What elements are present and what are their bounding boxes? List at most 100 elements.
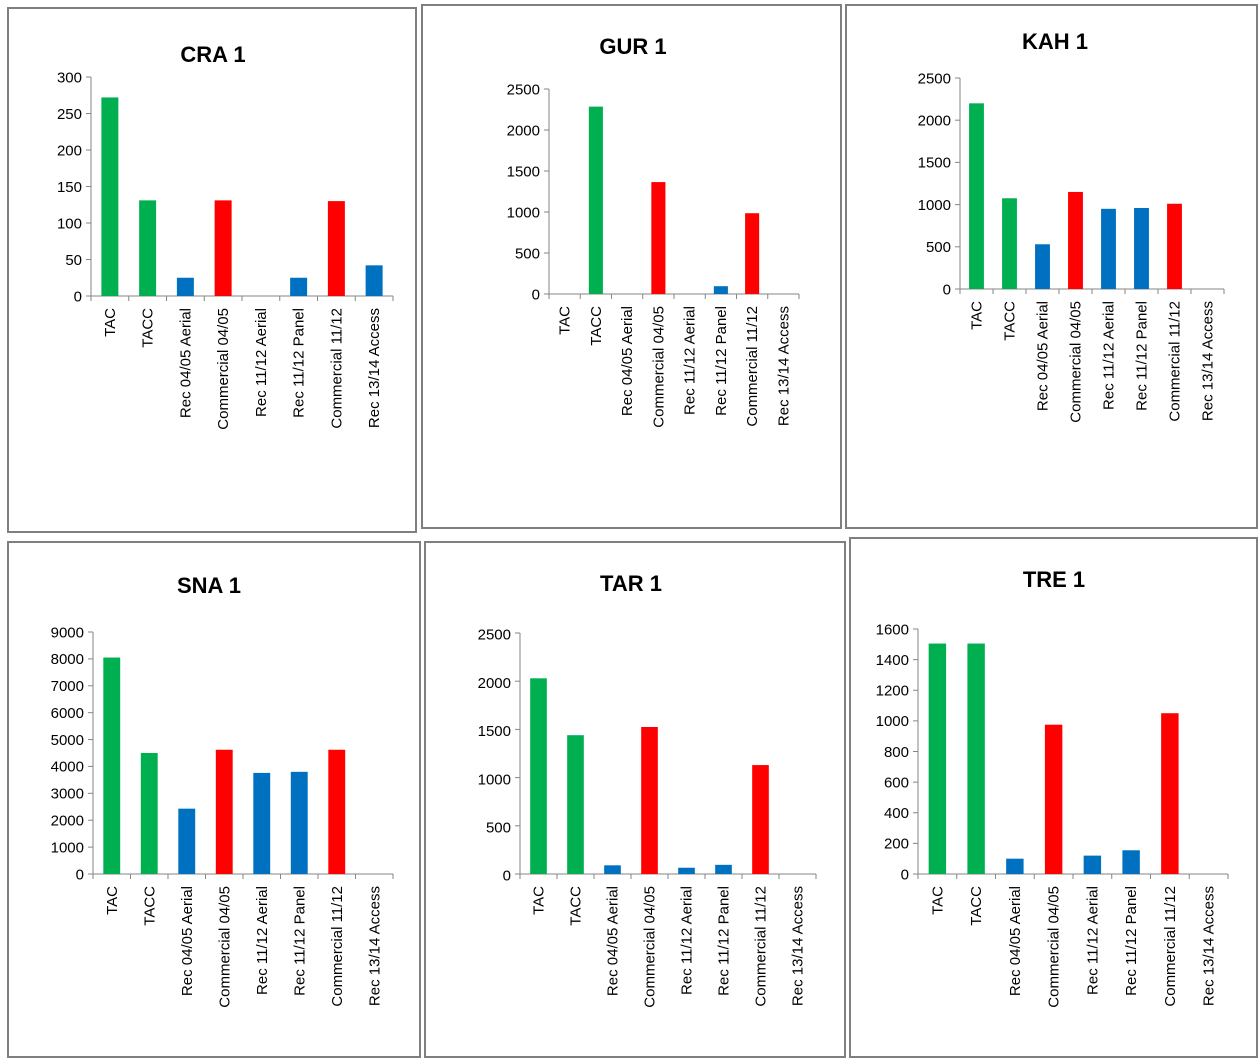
y-tick-label: 9000 <box>51 624 84 641</box>
y-tick-label: 50 <box>65 252 82 269</box>
x-category-label: TAC <box>557 306 574 335</box>
x-category-label: Commercial 11/12 <box>1167 301 1184 422</box>
x-category-label: Rec 11/12 Panel <box>291 886 308 996</box>
x-category-label: TAC <box>969 301 986 330</box>
bar-tac <box>103 657 121 874</box>
bar-tac <box>530 678 547 874</box>
x-category-label: Commercial 04/05 <box>642 886 659 1008</box>
x-category-label: Rec 11/12 Aerial <box>679 886 696 995</box>
x-category-label: Rec 13/14 Access <box>775 306 792 426</box>
y-tick-label: 5000 <box>51 732 84 749</box>
y-tick-label: 1000 <box>507 204 540 221</box>
x-category-label: Rec 11/12 Panel <box>1123 886 1140 996</box>
x-category-label: Rec 11/12 Panel <box>1134 301 1151 411</box>
chart-svg: SNA 1 0 1000 2000 3000 4000 5000 6000 7000 8000 90… <box>51 573 394 1008</box>
bar-commercial-04-05 <box>214 200 232 296</box>
x-category-label: Rec 13/14 Access <box>790 886 807 1006</box>
x-category-label: Commercial 04/05 <box>650 306 667 428</box>
y-tick-label: 4000 <box>51 759 84 776</box>
bar-tacc <box>139 200 157 296</box>
bar-commercial-11-12 <box>1161 713 1179 874</box>
y-tick-label: 1200 <box>876 683 909 700</box>
y-tick-label: 800 <box>884 744 909 761</box>
x-category-label: Rec 11/12 Panel <box>716 886 733 996</box>
y-tick-label: 2500 <box>918 70 951 87</box>
bar-commercial-04-05 <box>651 182 666 294</box>
x-category-label: Rec 13/14 Access <box>1200 301 1217 421</box>
bar-rec-13-14-access <box>365 265 383 296</box>
chart-svg: TAR 1 0 500 1000 1500 2000 2500 TAC TACC Rec 04/0… <box>478 571 817 1008</box>
x-category-label: TACC <box>588 306 605 346</box>
x-category-label: Rec 11/12 Aerial <box>1101 301 1118 410</box>
x-category-label: Rec 04/05 Aerial <box>1035 301 1052 411</box>
chart-title: TAR 1 <box>600 571 662 596</box>
y-tick-label: 6000 <box>51 705 84 722</box>
y-tick-label: 0 <box>503 868 511 885</box>
bar-rec-11-12-panel <box>715 864 732 874</box>
bar-commercial-11-12 <box>328 749 346 874</box>
y-tick-label: 150 <box>57 179 82 196</box>
x-category-label: Commercial 04/05 <box>216 886 233 1008</box>
x-category-label: Rec 13/14 Access <box>366 308 383 428</box>
bar-commercial-11-12 <box>327 201 345 296</box>
bar-rec-04-05-aerial <box>176 277 194 296</box>
y-tick-label: 250 <box>57 106 82 123</box>
x-category-label: Rec 11/12 Aerial <box>254 886 271 995</box>
y-tick-label: 0 <box>532 286 540 303</box>
chart-svg: TRE 1 0 200 400 600 800 1000 1200 1400 1600 TAC TAC… <box>876 567 1229 1008</box>
x-category-label: Commercial 11/12 <box>328 308 345 429</box>
x-category-label: Rec 13/14 Access <box>366 886 383 1006</box>
x-category-label: TACC <box>568 886 585 926</box>
x-category-label: TACC <box>141 886 158 926</box>
x-category-label: Commercial 04/05 <box>1046 886 1063 1008</box>
y-tick-label: 500 <box>486 819 511 836</box>
y-tick-label: 2500 <box>478 627 511 644</box>
bar-rec-11-12-panel <box>1134 207 1149 289</box>
chart-panel-gur1: GUR 1 0 500 1000 1500 2000 2500 TAC TACC Rec 04/0… <box>421 4 842 529</box>
x-category-label: Rec 11/12 Panel <box>291 308 308 418</box>
chart-svg: CRA 1 0 50 100 150 200 250 300 TAC TACC Rec 04/05 … <box>57 42 394 430</box>
x-category-label: Commercial 11/12 <box>753 886 770 1007</box>
bar-rec-11-12-aerial <box>1101 208 1116 289</box>
x-category-label: Commercial 11/12 <box>329 886 346 1007</box>
x-category-label: Rec 04/05 Aerial <box>179 886 196 996</box>
x-category-label: Rec 11/12 Aerial <box>253 308 270 417</box>
bar-commercial-11-12 <box>1167 203 1182 289</box>
chart-title: KAH 1 <box>1022 29 1088 54</box>
chart-svg: KAH 1 0 500 1000 1500 2000 2500 TAC TACC Rec 04/0… <box>918 29 1225 423</box>
x-category-label: Rec 13/14 Access <box>1201 886 1218 1006</box>
bar-tac <box>101 97 119 296</box>
x-category-label: Rec 11/12 Aerial <box>1084 886 1101 995</box>
bar-rec-11-12-panel <box>290 771 308 874</box>
chart-panel-tar1: TAR 1 0 500 1000 1500 2000 2500 TAC TACC Rec 04/0… <box>424 541 846 1058</box>
bar-rec-04-05-aerial <box>604 865 621 874</box>
y-tick-label: 2000 <box>51 812 84 829</box>
y-tick-label: 400 <box>884 805 909 822</box>
chart-panel-kah1: KAH 1 0 500 1000 1500 2000 2500 TAC TACC Rec 04/0… <box>845 4 1258 529</box>
x-category-label: Rec 04/05 Aerial <box>177 308 194 418</box>
chart-panel-tre1: TRE 1 0 200 400 600 800 1000 1200 1400 1600 TAC TAC… <box>849 537 1258 1058</box>
y-tick-label: 0 <box>74 288 82 305</box>
y-tick-label: 1600 <box>876 621 909 638</box>
y-tick-label: 0 <box>943 281 951 298</box>
y-tick-label: 7000 <box>51 678 84 695</box>
bar-commercial-11-12 <box>745 213 760 294</box>
y-tick-label: 1500 <box>478 723 511 740</box>
chart-title: SNA 1 <box>177 573 241 598</box>
y-tick-label: 1000 <box>51 839 84 856</box>
bar-rec-11-12-panel <box>290 277 308 296</box>
bar-tac <box>928 643 947 874</box>
y-tick-label: 1500 <box>507 163 540 180</box>
bar-rec-04-05-aerial <box>1006 858 1024 874</box>
x-category-label: TAC <box>929 886 946 915</box>
y-tick-label: 1000 <box>876 713 909 730</box>
x-category-label: Commercial 04/05 <box>1068 301 1085 423</box>
y-tick-label: 300 <box>57 69 82 86</box>
chart-title: TRE 1 <box>1023 567 1085 592</box>
y-tick-label: 8000 <box>51 651 84 668</box>
bar-tacc <box>967 643 985 874</box>
bar-commercial-11-12 <box>752 765 769 874</box>
chart-panel-sna1: SNA 1 0 1000 2000 3000 4000 5000 6000 7000 8000 90… <box>7 541 421 1058</box>
chart-title: GUR 1 <box>599 34 666 59</box>
bar-tacc <box>1002 198 1017 289</box>
